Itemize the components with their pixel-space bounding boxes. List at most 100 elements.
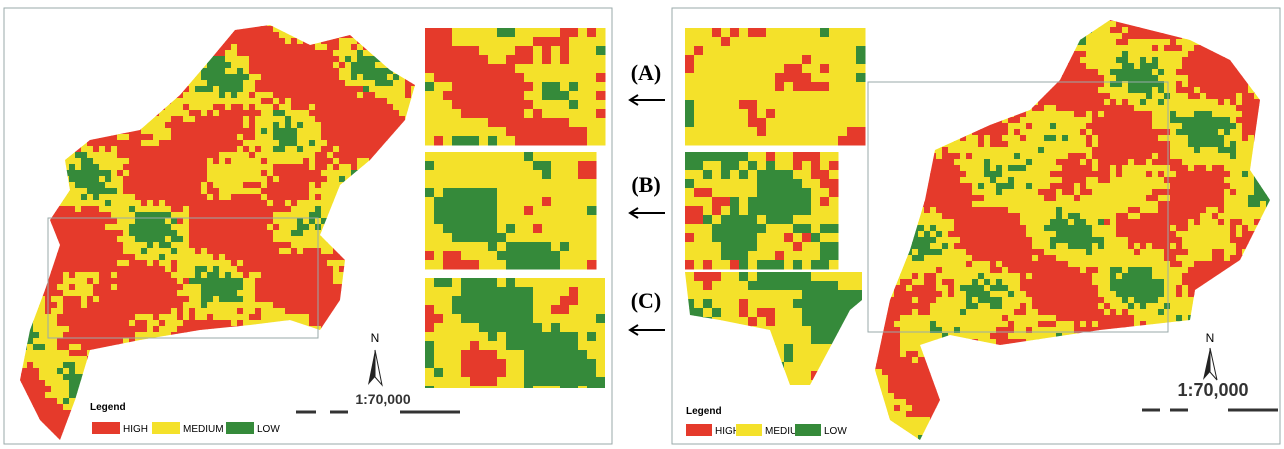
pixel: [321, 272, 328, 279]
pixel: [39, 194, 46, 201]
figure: (A) (B) (C) N 1:70,000 Legend HIGH MEDIU…: [0, 0, 1284, 449]
pixel: [213, 278, 220, 285]
pixel: [105, 62, 112, 69]
pixel: [381, 272, 388, 279]
pixel: [291, 80, 298, 87]
pixel: [123, 254, 130, 261]
pixel: [387, 158, 394, 165]
pixel: [33, 230, 40, 237]
pixel: [237, 158, 244, 165]
pixel: [189, 356, 196, 363]
pixel: [99, 230, 106, 237]
pixel: [297, 104, 304, 111]
pixel: [315, 338, 322, 345]
pixel: [381, 284, 388, 291]
pixel: [27, 74, 34, 81]
pixel: [285, 140, 292, 147]
pixel: [1194, 15, 1201, 22]
pixel: [321, 110, 328, 117]
pixel: [195, 68, 202, 75]
pixel: [69, 416, 76, 423]
pixel: [249, 104, 256, 111]
pixel: [393, 92, 400, 99]
pixel: [315, 392, 322, 399]
pixel: [321, 254, 328, 261]
pixel: [189, 182, 196, 189]
pixel: [147, 344, 154, 351]
pixel: [387, 104, 394, 111]
pixel: [417, 404, 424, 411]
pixel: [39, 272, 46, 279]
pixel: [231, 278, 238, 285]
pixel: [87, 284, 94, 291]
pixel: [123, 86, 130, 93]
pixel: [51, 338, 58, 345]
pixel: [147, 164, 154, 171]
pixel: [147, 410, 154, 417]
pixel: [351, 110, 358, 117]
pixel: [153, 110, 160, 117]
pixel: [81, 284, 88, 291]
pixel: [123, 344, 130, 351]
pixel: [285, 308, 292, 315]
pixel: [1218, 15, 1225, 22]
pixel: [393, 98, 400, 105]
pixel: [135, 302, 142, 309]
pixel: [261, 152, 268, 159]
pixel: [375, 116, 382, 123]
pixel: [297, 206, 304, 213]
pixel: [213, 248, 220, 255]
pixel: [237, 20, 244, 27]
pixel: [117, 290, 124, 297]
pixel: [279, 254, 286, 261]
pixel: [285, 98, 292, 105]
pixel: [207, 224, 214, 231]
pixel: [147, 392, 154, 399]
pixel: [333, 50, 340, 57]
pixel: [153, 20, 160, 27]
pixel: [159, 344, 166, 351]
pixel: [81, 152, 88, 159]
pixel: [231, 368, 238, 375]
pixel: [135, 86, 142, 93]
pixel: [159, 200, 166, 207]
pixel: [195, 116, 202, 123]
pixel: [363, 278, 370, 285]
pixel: [99, 308, 106, 315]
pixel: [393, 50, 400, 57]
pixel: [381, 416, 388, 423]
pixel: [261, 74, 268, 81]
pixel: [129, 254, 136, 261]
pixel: [363, 164, 370, 171]
pixel: [51, 110, 58, 117]
pixel: [129, 62, 136, 69]
pixel: [291, 206, 298, 213]
pixel: [267, 164, 274, 171]
pixel: [159, 20, 166, 27]
pixel: [231, 38, 238, 45]
pixel: [297, 116, 304, 123]
pixel: [249, 230, 256, 237]
pixel: [69, 104, 76, 111]
pixel: [33, 296, 40, 303]
pixel: [906, 21, 913, 28]
pixel: [159, 158, 166, 165]
pixel: [87, 104, 94, 111]
pixel: [39, 266, 46, 273]
pixel: [111, 152, 118, 159]
pixel: [369, 158, 376, 165]
pixel: [381, 74, 388, 81]
pixel: [147, 140, 154, 147]
pixel: [333, 422, 340, 429]
pixel: [375, 164, 382, 171]
pixel: [129, 134, 136, 141]
pixel: [231, 344, 238, 351]
pixel: [141, 386, 148, 393]
pixel: [27, 206, 34, 213]
pixel: [417, 242, 424, 249]
pixel: [321, 122, 328, 129]
pixel: [351, 98, 358, 105]
pixel: [69, 164, 76, 171]
pixel: [213, 266, 220, 273]
pixel: [333, 134, 340, 141]
